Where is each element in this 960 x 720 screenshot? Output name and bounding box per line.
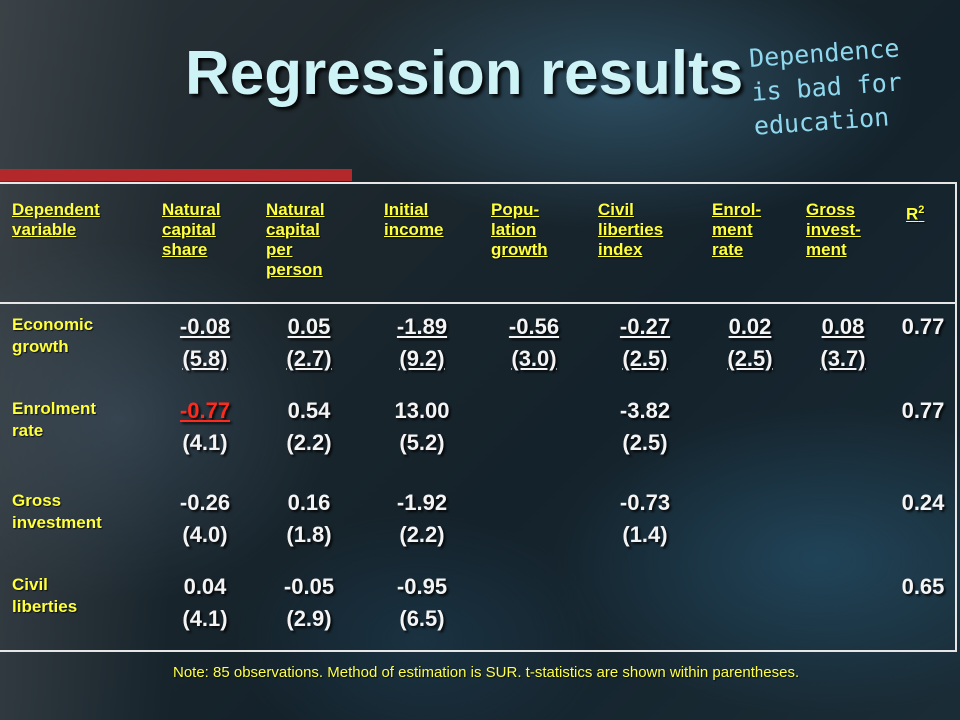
cell-tstat: (2.5) — [727, 346, 773, 371]
row-label-civil-liberties: Civil liberties — [12, 575, 78, 616]
cell-tstat: (4.1) — [182, 606, 228, 631]
header-natural-capital-per-person: Natural capital per person — [266, 200, 325, 279]
cell-coef-highlight: -0.77 — [179, 398, 231, 423]
cell-tstat: (1.8) — [286, 522, 332, 547]
header-enrolment-rate: Enrol- ment rate — [712, 200, 762, 259]
cell-tstat: (4.0) — [182, 522, 228, 547]
cell-coef: -0.26 — [179, 490, 231, 515]
side-annotation: Dependence is bad for education — [748, 28, 955, 144]
cell-coef: -0.56 — [508, 314, 560, 339]
cell-coef: 0.54 — [287, 398, 331, 423]
row-label-gross-investment: Gross investment — [12, 491, 102, 532]
slide-title: Regression results — [185, 39, 744, 108]
table-header-divider — [0, 302, 957, 304]
cell-coef: -0.05 — [283, 574, 335, 599]
cell-coef: 0.05 — [287, 314, 331, 339]
cell-coef: -0.73 — [619, 490, 671, 515]
cell-tstat: (2.2) — [399, 522, 445, 547]
background-texture — [0, 0, 170, 720]
cell-coef: -0.08 — [179, 314, 231, 339]
header-natural-capital-share: Natural capital share — [162, 200, 221, 259]
cell-tstat: (1.4) — [622, 522, 668, 547]
table-footnote: Note: 85 observations. Method of estimat… — [173, 664, 800, 681]
cell-tstat: (5.2) — [399, 430, 445, 455]
header-civil-liberties-index: Civil liberties index — [598, 200, 664, 259]
regression-table — [0, 182, 957, 652]
cell-tstat: (6.5) — [399, 606, 445, 631]
header-initial-income: Initial income — [384, 200, 444, 239]
cell-tstat: (5.8) — [182, 346, 228, 371]
cell-coef: -3.82 — [619, 398, 671, 423]
cell-coef: 13.00 — [394, 398, 450, 423]
cell-tstat: (2.7) — [286, 346, 332, 371]
cell-coef: -1.89 — [396, 314, 448, 339]
cell-tstat: (3.7) — [820, 346, 866, 371]
cell-tstat: (4.1) — [182, 430, 228, 455]
cell-r-squared: 0.77 — [901, 398, 945, 423]
cell-tstat: (2.9) — [286, 606, 332, 631]
cell-coef: 0.16 — [287, 490, 331, 515]
cell-coef: -1.92 — [396, 490, 448, 515]
cell-r-squared: 0.77 — [901, 314, 945, 339]
cell-tstat: (3.0) — [511, 346, 557, 371]
cell-r-squared: 0.65 — [901, 574, 945, 599]
row-label-enrolment-rate: Enrolment rate — [12, 399, 97, 440]
header-gross-investment: Gross invest- ment — [806, 200, 861, 259]
cell-tstat: (2.5) — [622, 430, 668, 455]
cell-coef: -0.27 — [619, 314, 671, 339]
cell-tstat: (2.2) — [286, 430, 332, 455]
header-dependent-variable: Dependent variable — [12, 200, 100, 239]
header-population-growth: Popu- lation growth — [491, 200, 548, 259]
cell-coef: -0.95 — [396, 574, 448, 599]
cell-coef: 0.08 — [821, 314, 865, 339]
cell-r-squared: 0.24 — [901, 490, 945, 515]
cell-tstat: (9.2) — [399, 346, 445, 371]
cell-coef: 0.02 — [728, 314, 772, 339]
cell-coef: 0.04 — [183, 574, 227, 599]
cell-tstat: (2.5) — [622, 346, 668, 371]
accent-bar — [0, 169, 352, 181]
header-r-squared: R2 — [906, 204, 925, 224]
row-label-economic-growth: Economic growth — [12, 315, 94, 356]
